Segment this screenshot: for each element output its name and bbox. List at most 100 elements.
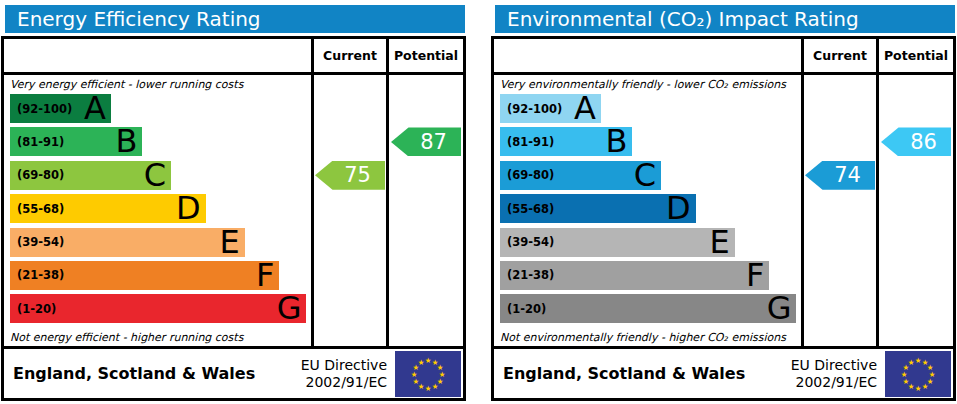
- table-body: Very environmentally friendly - lower CO…: [494, 75, 953, 346]
- band-range-label: (1-20): [507, 302, 546, 316]
- eu-directive-line2: 2002/91/EC: [301, 374, 387, 391]
- potential-value-column: 87: [386, 75, 463, 346]
- svg-text:★: ★: [922, 382, 929, 391]
- band-bar-d: (55-68) D: [10, 194, 206, 223]
- band-range-label: (81-91): [507, 135, 554, 149]
- band-bar-g: (1-20) G: [10, 294, 306, 323]
- potential-rating-value: 87: [420, 130, 447, 154]
- band-letter: F: [256, 261, 274, 290]
- band-letter: F: [746, 261, 764, 290]
- band-row-c: (69-80) C: [494, 161, 801, 194]
- potential-column-header: Potential: [386, 39, 463, 72]
- band-letter: A: [574, 94, 596, 123]
- svg-text:★: ★: [915, 356, 922, 365]
- band-bar-a: (92-100) A: [10, 94, 111, 123]
- table-footer: England, Scotland & Wales EU Directive 2…: [4, 346, 463, 398]
- band-letter: C: [144, 161, 166, 190]
- current-rating-arrow: 75: [315, 161, 385, 190]
- band-row-a: (92-100) A: [4, 94, 311, 127]
- band-letter: C: [634, 161, 656, 190]
- current-value-column: 74: [801, 75, 876, 346]
- svg-text:★: ★: [432, 382, 439, 391]
- band-range-label: (69-80): [17, 168, 64, 182]
- svg-text:★: ★: [425, 384, 432, 393]
- header-spacer-cell: [4, 39, 311, 72]
- current-rating-value: 74: [834, 163, 861, 187]
- eu-flag-icon: ★★★ ★★★ ★★★ ★★★: [395, 351, 461, 397]
- band-letter: E: [710, 228, 730, 257]
- band-bar-b: (81-91) B: [500, 127, 632, 156]
- band-range-label: (55-68): [17, 202, 64, 216]
- band-range-label: (69-80): [507, 168, 554, 182]
- rating-table: Current Potential Very energy efficient …: [1, 36, 466, 401]
- band-bar-e: (39-54) E: [500, 228, 735, 257]
- epc-ratings-panel: Energy Efficiency Rating Current Potenti…: [0, 0, 957, 404]
- band-row-g: (1-20) G: [4, 294, 311, 327]
- svg-text:★: ★: [915, 384, 922, 393]
- rating-bands-column: Very environmentally friendly - lower CO…: [494, 75, 801, 346]
- region-label: England, Scotland & Wales: [13, 364, 255, 383]
- bottom-caption: Not energy efficient - higher running co…: [4, 328, 311, 346]
- band-letter: E: [220, 228, 240, 257]
- band-range-label: (39-54): [507, 235, 554, 249]
- band-letter: D: [176, 194, 201, 223]
- band-letter: B: [115, 127, 137, 156]
- band-range-label: (92-100): [17, 102, 72, 116]
- table-header-row: Current Potential: [494, 39, 953, 75]
- svg-text:★: ★: [425, 356, 432, 365]
- chart-title: Environmental (CO₂) Impact Rating: [507, 7, 859, 31]
- region-label: England, Scotland & Wales: [503, 364, 745, 383]
- rating-table: Current Potential Very environmentally f…: [491, 36, 956, 401]
- band-row-g: (1-20) G: [494, 294, 801, 327]
- eu-directive-line1: EU Directive: [791, 357, 877, 374]
- band-bar-c: (69-80) C: [500, 161, 661, 190]
- top-caption: Very environmentally friendly - lower CO…: [494, 75, 801, 94]
- top-caption: Very energy efficient - lower running co…: [4, 75, 311, 94]
- band-bar-c: (69-80) C: [10, 161, 171, 190]
- chart-title-bar: Environmental (CO₂) Impact Rating: [495, 5, 955, 33]
- chart-title-bar: Energy Efficiency Rating: [5, 5, 465, 33]
- band-range-label: (1-20): [17, 302, 56, 316]
- eu-directive-label: EU Directive 2002/91/EC: [791, 357, 877, 391]
- band-letter: B: [605, 127, 627, 156]
- band-letter: G: [277, 294, 302, 323]
- band-row-f: (21-38) F: [4, 261, 311, 294]
- eu-directive-line2: 2002/91/EC: [791, 374, 877, 391]
- eu-directive-label: EU Directive 2002/91/EC: [301, 357, 387, 391]
- eu-flag-icon: ★★★ ★★★ ★★★ ★★★: [885, 351, 951, 397]
- band-range-label: (81-91): [17, 135, 64, 149]
- band-letter: D: [666, 194, 691, 223]
- band-row-d: (55-68) D: [4, 194, 311, 227]
- environmental-impact-chart: Environmental (CO₂) Impact Rating Curren…: [490, 0, 957, 404]
- band-letter: G: [767, 294, 792, 323]
- potential-rating-value: 86: [910, 130, 937, 154]
- band-bar-g: (1-20) G: [500, 294, 796, 323]
- rating-bands-column: Very energy efficient - lower running co…: [4, 75, 311, 346]
- band-row-d: (55-68) D: [494, 194, 801, 227]
- band-range-label: (92-100): [507, 102, 562, 116]
- header-spacer-cell: [494, 39, 801, 72]
- potential-value-column: 86: [876, 75, 953, 346]
- band-row-c: (69-80) C: [4, 161, 311, 194]
- bottom-caption: Not environmentally friendly - higher CO…: [494, 328, 801, 346]
- band-bar-d: (55-68) D: [500, 194, 696, 223]
- current-column-header: Current: [311, 39, 386, 72]
- band-bar-e: (39-54) E: [10, 228, 245, 257]
- band-letter: A: [84, 94, 106, 123]
- potential-rating-arrow: 86: [881, 127, 951, 156]
- energy-efficiency-chart: Energy Efficiency Rating Current Potenti…: [0, 0, 467, 404]
- table-footer: England, Scotland & Wales EU Directive 2…: [494, 346, 953, 398]
- chart-title: Energy Efficiency Rating: [17, 7, 261, 31]
- potential-rating-arrow: 87: [391, 127, 461, 156]
- band-row-a: (92-100) A: [494, 94, 801, 127]
- svg-text:★: ★: [418, 358, 425, 367]
- band-range-label: (21-38): [507, 268, 554, 282]
- current-column-header: Current: [801, 39, 876, 72]
- band-bar-f: (21-38) F: [10, 261, 279, 290]
- table-header-row: Current Potential: [4, 39, 463, 75]
- band-range-label: (39-54): [17, 235, 64, 249]
- current-value-column: 75: [311, 75, 386, 346]
- svg-text:★: ★: [908, 358, 915, 367]
- current-rating-value: 75: [344, 163, 371, 187]
- current-rating-arrow: 74: [805, 161, 875, 190]
